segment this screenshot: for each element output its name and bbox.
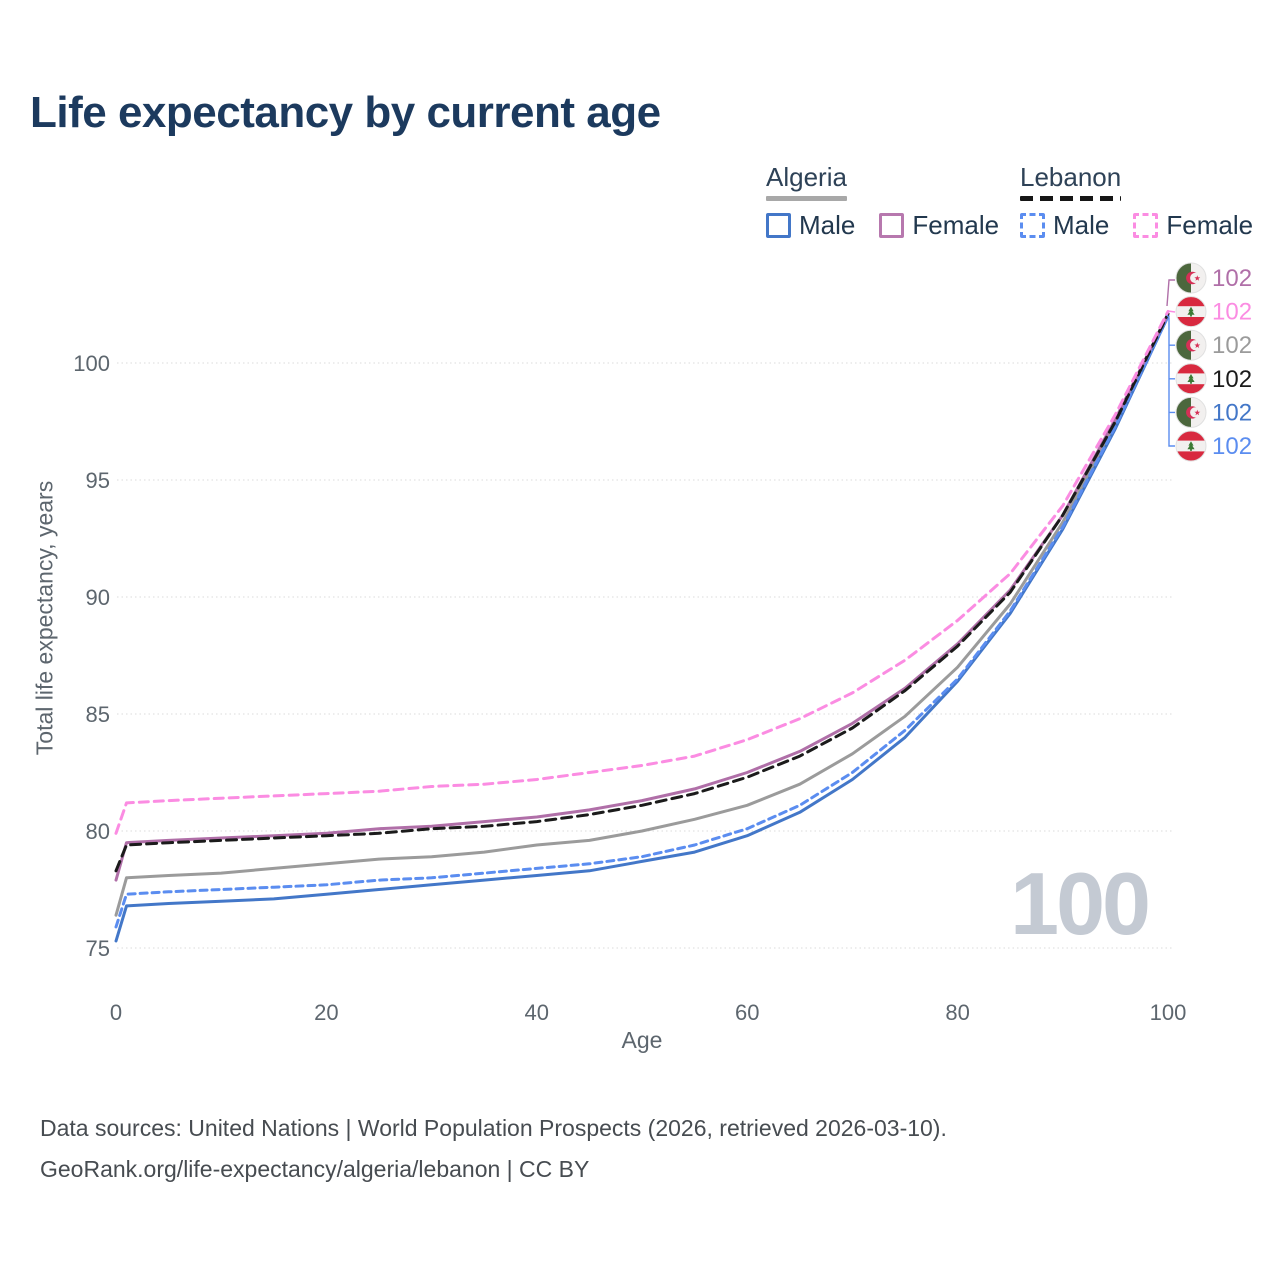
source-attribution: Data sources: United Nations | World Pop… [40, 1108, 947, 1190]
x-tick-label: 40 [525, 1000, 549, 1025]
y-axis-title: Total life expectancy, years [31, 480, 58, 756]
line-algeria-male [114, 314, 1170, 943]
algeria-solid-line-swatch [766, 196, 847, 201]
y-tick-label: 85 [86, 702, 110, 727]
legend-item-algeria-female[interactable]: Female [879, 210, 999, 241]
algeria-flag-icon [1175, 329, 1207, 361]
line-algeria-female [114, 312, 1170, 882]
algeria-flag-icon [1175, 262, 1207, 294]
end-value-label-algeria-female: 102 [1212, 265, 1252, 292]
legend-group-algeria: Algeria Male Female [766, 162, 999, 241]
lebanon-male-checkbox-icon[interactable] [1020, 213, 1045, 238]
label-connector [1167, 310, 1176, 313]
x-tick-label: 80 [945, 1000, 969, 1025]
lebanon-dashed-line-swatch [1020, 196, 1122, 201]
y-tick-label: 80 [86, 819, 110, 844]
algeria-female-checkbox-icon[interactable] [879, 213, 905, 238]
x-axis-title: Age [621, 1027, 663, 1053]
line-lebanon-female [114, 310, 1170, 835]
line-algeria-both [114, 314, 1170, 917]
x-tick-label: 20 [314, 1000, 338, 1025]
source-line-2: GeoRank.org/life-expectancy/algeria/leba… [40, 1156, 590, 1182]
legend-item-label: Male [799, 210, 856, 240]
legend-item-label: Female [912, 210, 1000, 240]
x-tick-label: 0 [110, 1000, 122, 1025]
age-counter-watermark: 100 [1010, 854, 1151, 953]
y-tick-label: 100 [73, 351, 110, 376]
x-tick-label: 100 [1150, 1000, 1187, 1025]
source-line-1: Data sources: United Nations | World Pop… [40, 1115, 947, 1141]
y-tick-label: 95 [86, 468, 110, 493]
x-tick-label: 60 [735, 1000, 759, 1025]
y-tick-label: 90 [86, 585, 110, 610]
line-lebanon-both [114, 312, 1170, 873]
legend-item-label: Female [1166, 210, 1254, 240]
legend-country-lebanon-label: Lebanon [1020, 162, 1122, 192]
algeria-male-checkbox-icon[interactable] [766, 213, 791, 238]
legend-group-lebanon: Lebanon Male Female [1020, 162, 1253, 241]
line-lebanon-male [114, 314, 1170, 929]
page-title: Life expectancy by current age [30, 88, 661, 137]
lebanon-female-checkbox-icon[interactable] [1133, 213, 1159, 238]
lebanon-flag-icon [1175, 363, 1207, 395]
end-value-label-lebanon-both: 102 [1212, 366, 1252, 393]
end-value-label-lebanon-female: 102 [1212, 299, 1252, 326]
lebanon-flag-icon [1175, 430, 1207, 462]
algeria-flag-icon [1175, 396, 1207, 428]
end-value-label-algeria-male: 102 [1212, 399, 1252, 426]
legend-item-lebanon-male[interactable]: Male [1020, 210, 1109, 241]
end-value-label-lebanon-male: 102 [1212, 433, 1252, 460]
legend-item-lebanon-female[interactable]: Female [1133, 210, 1253, 241]
legend-item-algeria-male[interactable]: Male [766, 210, 855, 241]
end-value-label-algeria-both: 102 [1212, 332, 1252, 359]
legend-country-algeria-label: Algeria [766, 162, 847, 192]
lebanon-flag-icon [1175, 296, 1207, 328]
legend-item-label: Male [1053, 210, 1110, 240]
label-connector [1166, 314, 1175, 447]
label-connector [1166, 279, 1175, 307]
y-tick-label: 75 [86, 936, 110, 961]
